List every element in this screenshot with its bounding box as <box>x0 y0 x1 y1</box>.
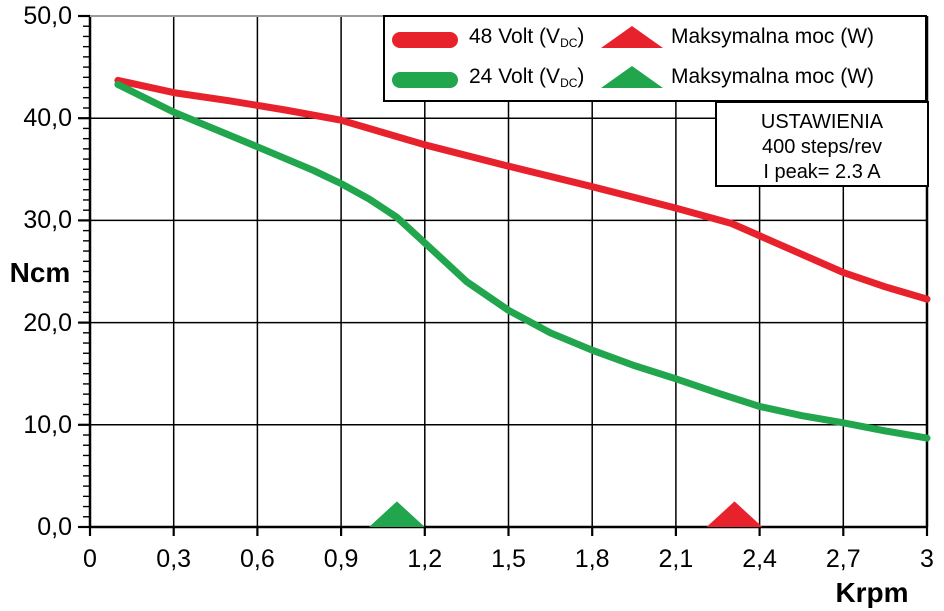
x-tick-label: 2,1 <box>658 545 694 573</box>
x-tick-label: 0 <box>83 545 97 573</box>
y-tick-label: 0,0 <box>37 513 72 541</box>
y-tick-label: 20,0 <box>23 308 72 337</box>
x-tick-label: 2,4 <box>742 545 777 573</box>
max-power-24v-marker <box>369 501 425 527</box>
x-tick-label: 0,3 <box>156 545 192 573</box>
series-line-24v <box>114 81 931 442</box>
x-tick-label: 1,8 <box>574 545 610 573</box>
y-tick-label: 30,0 <box>23 206 72 235</box>
legend-max-power-label-24v: Maksymalna moc (W) <box>671 65 875 88</box>
y-tick-label: 50,0 <box>23 2 72 30</box>
legend-line-swatch-24v-icon <box>392 72 458 88</box>
settings-title: USTAWIENIA <box>760 111 884 133</box>
series-line-48v <box>114 76 931 303</box>
legend-max-power-label-48v: Maksymalna moc (W) <box>671 25 875 48</box>
settings-peak-current: I peak= 2.3 A <box>763 161 881 183</box>
legend-triangle-24v-icon <box>601 66 663 88</box>
legend-volt-label-24v: 24 Volt (VDC) <box>469 65 585 90</box>
legend: 48 Volt (VDC) Maksymalna moc (W) 24 Volt… <box>383 15 927 102</box>
legend-line-swatch-48v-icon <box>392 32 458 48</box>
x-tick-label: 3 <box>920 545 934 573</box>
legend-row-48v: 48 Volt (VDC) Maksymalna moc (W) <box>385 17 925 59</box>
x-tick-label: 0,6 <box>240 545 275 573</box>
y-tick-label: 40,0 <box>23 104 72 133</box>
x-axis-unit-label: Krpm <box>835 577 909 608</box>
legend-triangle-48v-icon <box>601 26 663 48</box>
legend-row-24v: 24 Volt (VDC) Maksymalna moc (W) <box>385 57 925 99</box>
settings-box: USTAWIENIA 400 steps/rev I peak= 2.3 A <box>715 101 929 187</box>
x-tick-label: 1,2 <box>407 545 443 573</box>
legend-volt-label-48v: 48 Volt (VDC) <box>469 25 585 50</box>
x-tick-label: 2,7 <box>825 545 861 573</box>
y-tick-label: 10,0 <box>23 410 72 439</box>
y-axis-unit-label: Ncm <box>9 257 71 288</box>
x-tick-label: 0,9 <box>323 545 359 573</box>
x-tick-label: 1,5 <box>491 545 526 573</box>
max-power-48v-marker <box>706 501 763 527</box>
settings-steps-per-rev: 400 steps/rev <box>761 136 883 158</box>
